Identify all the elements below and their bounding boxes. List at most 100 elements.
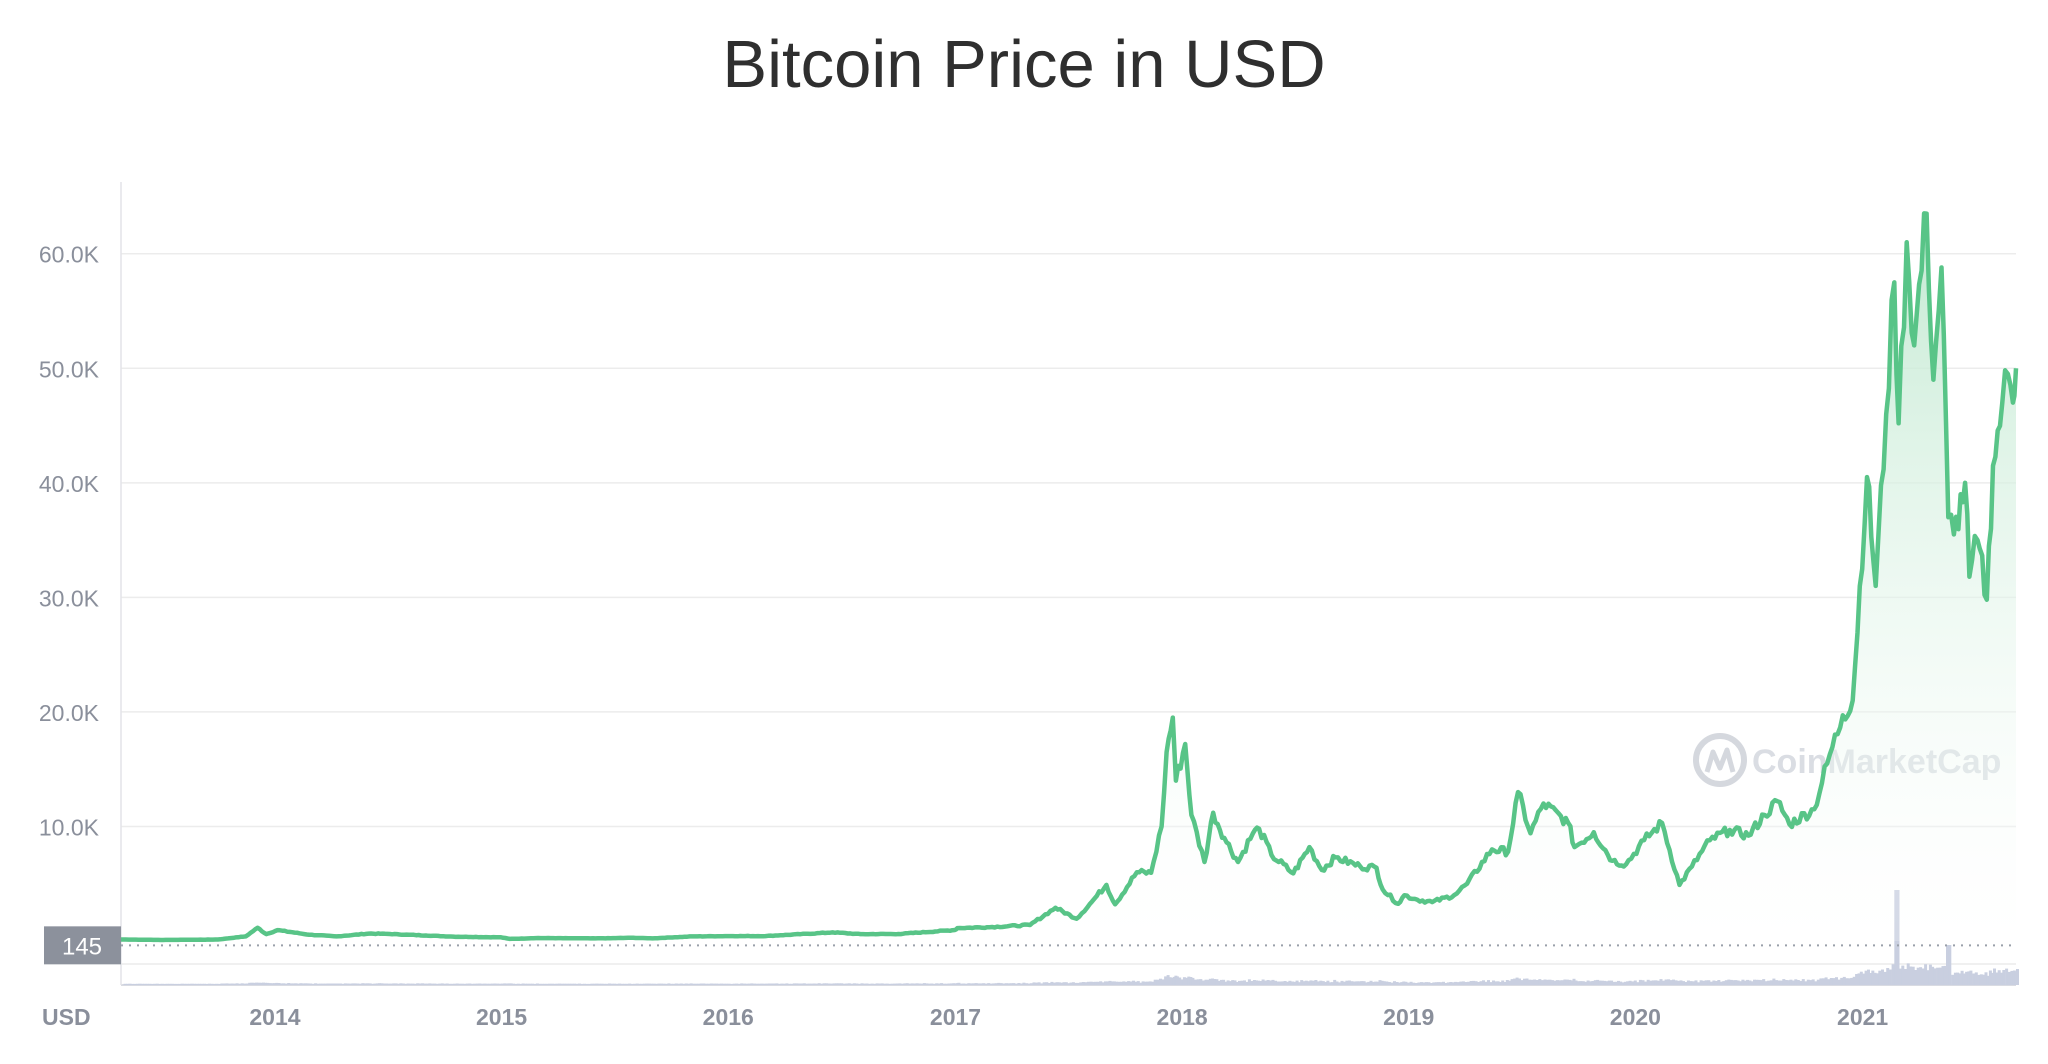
volume-bar: [1757, 979, 1761, 985]
volume-bar: [453, 983, 457, 985]
volume-bar: [568, 983, 572, 985]
volume-bar: [850, 983, 854, 985]
volume-bar: [1342, 981, 1346, 985]
y-tick-label: 40.0K: [39, 471, 100, 497]
volume-bar: [1946, 945, 1949, 985]
volume-bar: [458, 983, 462, 985]
volume-bar: [2010, 970, 2014, 985]
volume-bar: [667, 983, 671, 985]
volume-bar: [785, 983, 789, 985]
volume-bar: [1074, 982, 1078, 985]
volume-bar: [423, 983, 427, 985]
volume-bar: [878, 983, 882, 985]
volume-bar: [1956, 972, 1960, 985]
volume-bar: [535, 983, 539, 985]
volume-bar: [1369, 980, 1373, 985]
volume-bar: [940, 983, 944, 985]
volume-bar: [1546, 979, 1549, 985]
volume-bar: [2000, 972, 2003, 985]
volume-bar: [455, 983, 459, 985]
volume-bar: [1714, 981, 1718, 985]
volume-bar: [284, 983, 288, 985]
volume-bar: [1558, 980, 1562, 985]
volume-bar: [505, 983, 509, 985]
volume-bar: [346, 983, 350, 985]
volume-bar: [1045, 982, 1049, 985]
volume-bar: [512, 983, 516, 985]
volume-bar: [1734, 980, 1738, 985]
volume-bar: [200, 983, 204, 985]
volume-bar: [1297, 982, 1301, 985]
volume-bar: [1498, 982, 1502, 985]
volume-bar: [1449, 982, 1453, 985]
volume-bar: [516, 983, 520, 985]
volume-bar: [503, 983, 507, 985]
volume-bar: [215, 983, 219, 985]
baseline-value-label: 145: [62, 933, 102, 960]
volume-bar: [900, 983, 904, 985]
volume-bar: [418, 983, 422, 985]
volume-bar: [647, 983, 651, 985]
volume-bar: [543, 983, 547, 985]
volume-bar: [863, 983, 866, 985]
volume-bar: [1791, 980, 1795, 985]
volume-bar: [735, 983, 739, 985]
price-area-fill: [121, 213, 2016, 941]
volume-bar: [952, 983, 956, 985]
volume-bar: [375, 983, 379, 985]
volume-bar: [261, 982, 265, 985]
volume-bar: [361, 983, 365, 985]
volume-bar: [787, 983, 791, 985]
volume-bar: [1345, 980, 1349, 985]
volume-bar: [1769, 980, 1773, 985]
volume-bar: [1938, 967, 1942, 985]
volume-bar: [282, 983, 286, 985]
volume-bar: [1755, 979, 1759, 985]
volume-bar: [745, 983, 749, 985]
volume-bar: [765, 983, 769, 985]
volume-bar: [1847, 978, 1851, 985]
volume-bar: [677, 983, 681, 985]
volume-bar: [1600, 980, 1604, 985]
volume-bar: [697, 983, 701, 985]
volume-bar: [740, 983, 744, 985]
volume-bar: [558, 983, 562, 985]
volume-bar: [1686, 980, 1690, 985]
volume-bar: [488, 983, 492, 985]
price-series-line[interactable]: [121, 211, 2019, 943]
volume-bar: [1371, 981, 1375, 985]
volume-bar: [1454, 981, 1458, 985]
volume-bar: [1535, 980, 1539, 985]
volume-bar: [1390, 982, 1394, 985]
volume-bar: [207, 983, 211, 985]
volume-bar: [1633, 980, 1637, 985]
volume-bar: [1222, 979, 1226, 985]
volume-bar: [1224, 981, 1228, 985]
volume-bar: [1161, 979, 1165, 985]
volume-bar: [1919, 967, 1923, 985]
volume-bar: [1646, 979, 1650, 985]
volume-bar: [659, 983, 663, 985]
volume-bar: [1156, 979, 1160, 985]
volume-bar: [860, 983, 864, 985]
volume-bar: [1570, 980, 1574, 985]
volume-bar: [1164, 976, 1168, 985]
volume-bar: [1967, 971, 1971, 985]
volume-bar: [1555, 980, 1559, 985]
volume-bar: [2016, 969, 2019, 985]
volume-bar: [1141, 981, 1145, 985]
volume-bar: [1579, 981, 1583, 985]
volume-bar: [1496, 981, 1500, 985]
price-line[interactable]: [121, 211, 2019, 943]
volume-bar: [463, 983, 467, 985]
volume-bar: [273, 983, 276, 985]
volume-bar: [1669, 980, 1673, 985]
volume-bar: [969, 983, 973, 985]
volume-bar: [957, 982, 961, 985]
volume-bar: [163, 983, 167, 985]
volume-bar: [1612, 981, 1616, 985]
volume-bar: [409, 983, 412, 985]
volume-bar: [682, 983, 686, 985]
volume-bar: [908, 983, 912, 985]
